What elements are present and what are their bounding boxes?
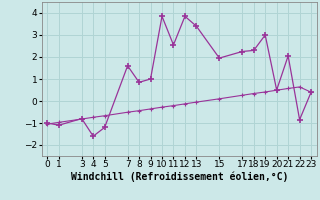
- X-axis label: Windchill (Refroidissement éolien,°C): Windchill (Refroidissement éolien,°C): [70, 172, 288, 182]
